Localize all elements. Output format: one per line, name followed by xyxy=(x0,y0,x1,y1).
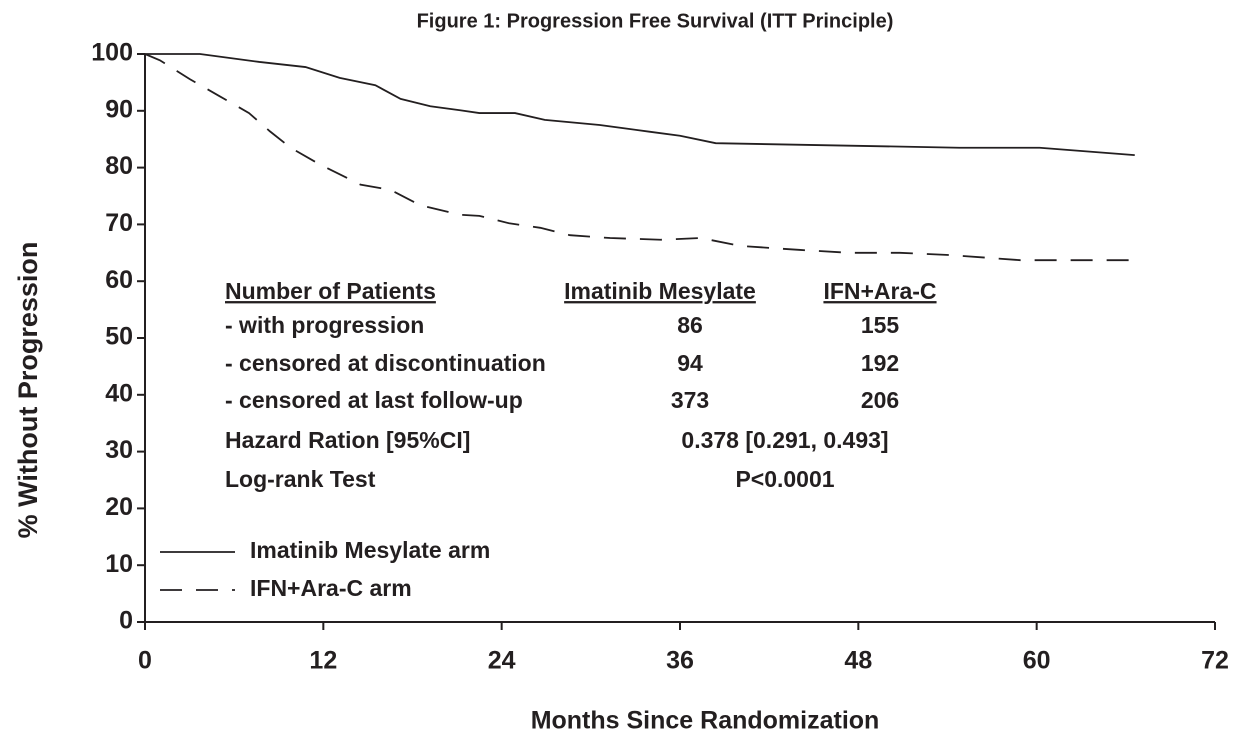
legend-label: Imatinib Mesylate arm xyxy=(250,537,490,563)
x-tick-label: 0 xyxy=(138,647,152,675)
table-header: Number of Patients xyxy=(225,278,436,304)
table-row-label: Log-rank Test xyxy=(225,466,376,492)
x-tick-label: 48 xyxy=(844,647,872,675)
survival-line xyxy=(145,53,1135,157)
table-cell: 155 xyxy=(861,312,900,338)
table-row-label: Hazard Ration [95%CI] xyxy=(225,427,470,453)
table-cell: P<0.0001 xyxy=(735,466,834,492)
y-axis-label: % Without Progression xyxy=(13,242,43,539)
y-tick-label: 100 xyxy=(91,39,133,67)
x-tick-label: 12 xyxy=(309,647,337,675)
table-cell: 373 xyxy=(671,387,709,413)
table-row-label: - censored at last follow-up xyxy=(225,387,523,413)
table-header: IFN+Ara-C xyxy=(823,278,936,304)
legend-label: IFN+Ara-C arm xyxy=(250,575,412,601)
x-axis-label: Months Since Randomization xyxy=(531,707,880,735)
table-cell: 86 xyxy=(677,312,703,338)
survival-line xyxy=(144,53,1135,262)
x-tick-label: 60 xyxy=(1023,647,1051,675)
y-tick-label: 20 xyxy=(105,493,133,521)
x-tick-label: 72 xyxy=(1201,647,1229,675)
table-row-label: - censored at discontinuation xyxy=(225,350,546,376)
table-cell: 94 xyxy=(677,350,703,376)
y-tick-label: 70 xyxy=(105,209,133,237)
table-header: Imatinib Mesylate xyxy=(564,278,756,304)
y-tick-label: 10 xyxy=(105,550,133,578)
y-tick-label: 40 xyxy=(105,379,133,407)
x-tick-label: 36 xyxy=(666,647,694,675)
y-tick-label: 30 xyxy=(105,436,133,464)
chart-title: Figure 1: Progression Free Survival (ITT… xyxy=(417,10,894,32)
y-tick-label: 0 xyxy=(119,607,133,635)
y-tick-label: 80 xyxy=(105,152,133,180)
table-cell: 192 xyxy=(861,350,899,376)
table-cell: 0.378 [0.291, 0.493] xyxy=(681,427,888,453)
table-cell: 206 xyxy=(861,387,899,413)
y-tick-label: 50 xyxy=(105,323,133,351)
y-tick-label: 90 xyxy=(105,95,133,123)
x-tick-label: 24 xyxy=(488,647,516,675)
y-tick-label: 60 xyxy=(105,266,133,294)
table-row-label: - with progression xyxy=(225,312,424,338)
